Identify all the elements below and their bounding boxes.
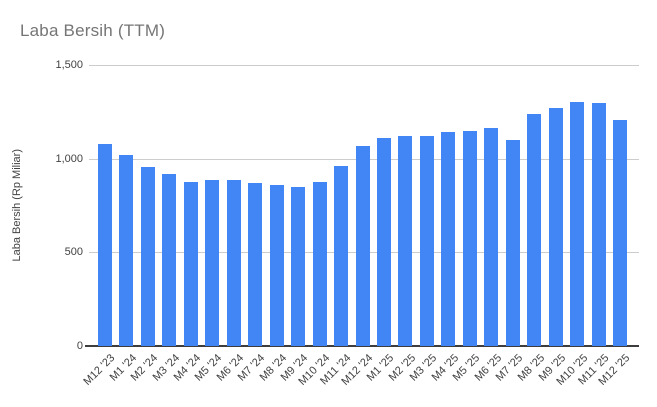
- bar-m7-24[interactable]: [248, 183, 263, 346]
- bar-m9-24[interactable]: [291, 187, 306, 346]
- y-axis-title-text: Laba Bersih (Rp Miliar): [11, 149, 23, 262]
- bar-m4-24[interactable]: [183, 182, 198, 346]
- bar-m12-25[interactable]: [613, 120, 628, 346]
- x-axis-line: [85, 345, 639, 347]
- bar-m4-25[interactable]: [441, 132, 456, 346]
- y-tick-label-1-500: 1,500: [55, 59, 83, 71]
- bar-m2-25[interactable]: [398, 136, 413, 346]
- bar-m10-25[interactable]: [570, 101, 585, 346]
- bar-m11-25[interactable]: [591, 103, 606, 346]
- bar-m8-25[interactable]: [527, 113, 542, 346]
- gridline-1500: [89, 65, 639, 66]
- bar-m5-24[interactable]: [205, 180, 220, 346]
- bar-m1-25[interactable]: [376, 138, 391, 346]
- bar-m1-24[interactable]: [119, 154, 134, 346]
- bar-m12-23[interactable]: [97, 143, 112, 346]
- bar-m2-24[interactable]: [140, 167, 155, 346]
- plot-area: [85, 65, 639, 347]
- y-tick-label-500: 500: [64, 246, 83, 259]
- bar-m12-24[interactable]: [355, 145, 370, 346]
- bar-m10-24[interactable]: [312, 182, 327, 346]
- bar-m11-24[interactable]: [334, 166, 349, 346]
- chart-title: Laba Bersih (TTM): [20, 21, 166, 40]
- bar-m6-24[interactable]: [226, 180, 241, 346]
- bar-m5-25[interactable]: [462, 130, 477, 346]
- bar-m3-24[interactable]: [162, 173, 177, 346]
- y-tick-label-0: 0: [76, 340, 83, 352]
- bar-m6-25[interactable]: [484, 127, 499, 346]
- bar-m3-25[interactable]: [419, 136, 434, 346]
- bar-m7-25[interactable]: [505, 139, 520, 346]
- y-tick-label-1-000: 1,000: [55, 152, 83, 165]
- bar-m9-25[interactable]: [548, 108, 563, 346]
- bar-m8-24[interactable]: [269, 184, 284, 346]
- y-axis-title: Laba Bersih (Rp Miliar): [8, 65, 26, 346]
